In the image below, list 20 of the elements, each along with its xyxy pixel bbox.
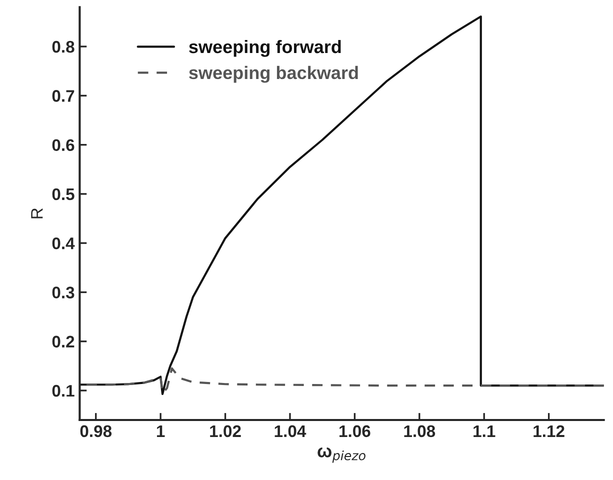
y-tick-label: 0.3 (52, 286, 74, 298)
x-tick-label: 1.06 (340, 425, 370, 438)
x-tick-label: 1.1 (474, 425, 496, 437)
y-tick-label: 0.2 (52, 336, 74, 348)
y-tick-label: 0.7 (52, 90, 74, 102)
x-tick-label: 1.08 (404, 425, 436, 438)
legend-label: sweeping backward (189, 66, 358, 83)
legend-label: sweeping forward (189, 40, 341, 57)
y-axis-title: R (31, 208, 43, 218)
x-tick-label: 1.02 (210, 425, 241, 438)
x-axis-title: ω$_{piezo}$ (318, 447, 366, 463)
y-tick-label: 0.1 (52, 384, 74, 397)
y-tick-label: 0.6 (52, 139, 74, 152)
x-tick-label: 1 (156, 425, 165, 437)
x-tick-label: 1.12 (534, 425, 564, 437)
y-tick-label: 0.4 (52, 237, 75, 250)
y-tick-label: 0.8 (52, 40, 74, 53)
x-tick-label: 1.04 (274, 425, 306, 438)
y-tick-label: 0.5 (52, 188, 74, 200)
x-tick-label: 0.98 (80, 425, 112, 438)
